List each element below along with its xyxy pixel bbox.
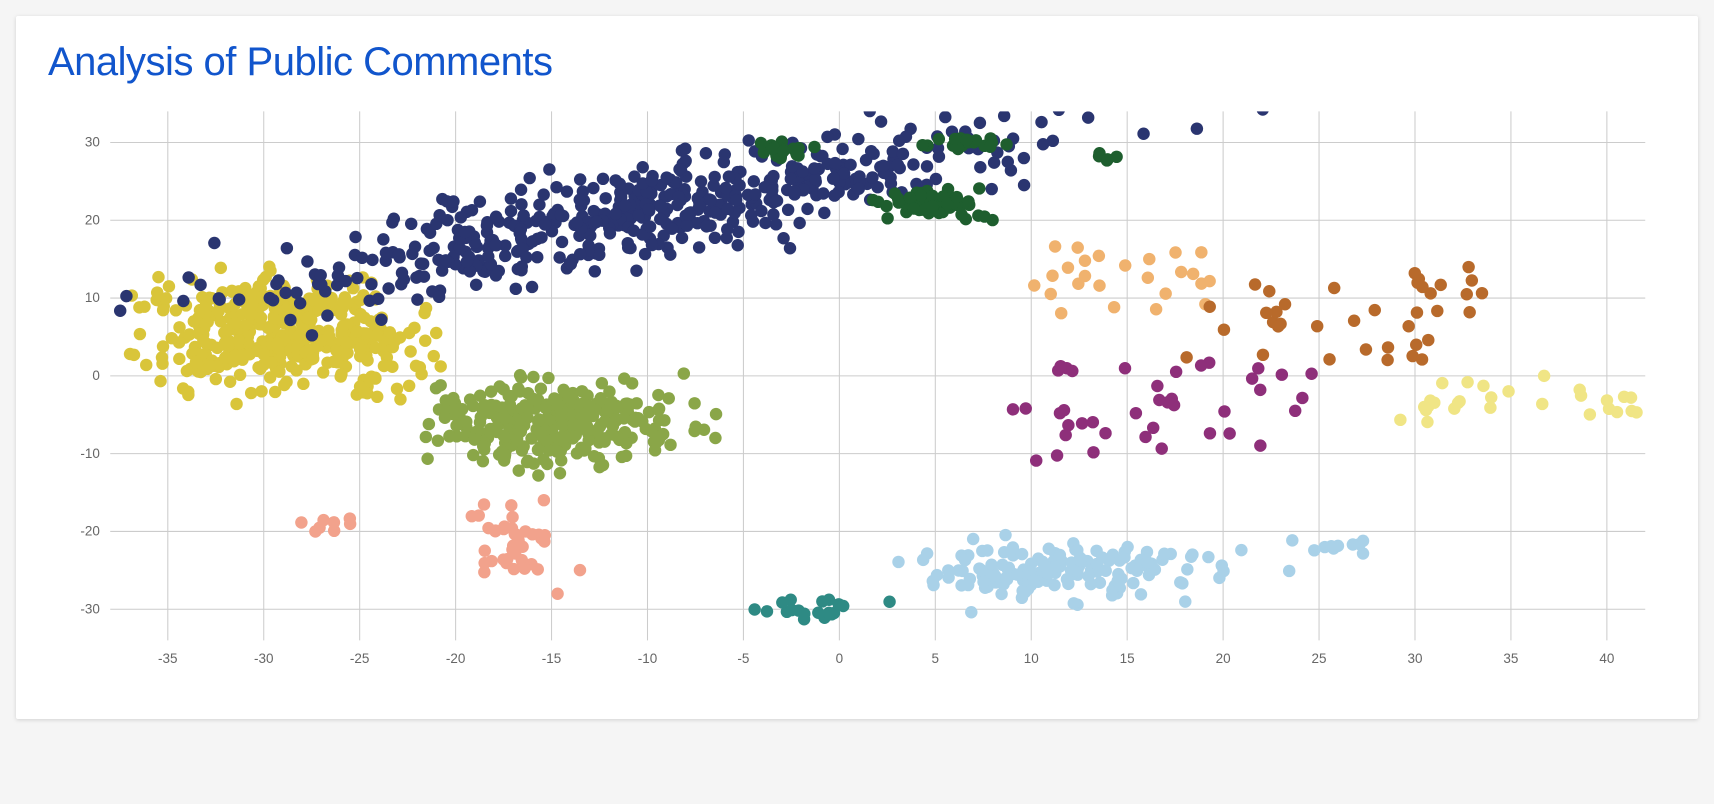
svg-text:-5: -5 — [737, 651, 749, 666]
scatter-chart: -35 -30 -25 -20 -15 -10 -5 0 5 10 15 20 25 30 35 40 -30 -… — [48, 101, 1666, 687]
svg-text:-15: -15 — [542, 651, 561, 666]
svg-text:0: 0 — [836, 651, 844, 666]
svg-text:-10: -10 — [638, 651, 657, 666]
svg-text:10: 10 — [85, 290, 100, 305]
svg-text:-30: -30 — [254, 651, 273, 666]
svg-text:15: 15 — [1120, 651, 1135, 666]
chart-card: Analysis of Public Comments -35 -30 -25 -20… — [16, 16, 1698, 719]
svg-text:-25: -25 — [350, 651, 369, 666]
chart-title: Analysis of Public Comments — [48, 40, 1666, 85]
svg-text:-30: -30 — [80, 601, 99, 616]
svg-text:10: 10 — [1024, 651, 1039, 666]
svg-text:5: 5 — [932, 651, 940, 666]
svg-text:25: 25 — [1312, 651, 1327, 666]
scatter-svg: -35 -30 -25 -20 -15 -10 -5 0 5 10 15 20 25 30 35 40 -30 -… — [48, 101, 1666, 682]
svg-text:20: 20 — [85, 212, 100, 227]
svg-text:-35: -35 — [158, 651, 177, 666]
svg-text:-20: -20 — [80, 524, 99, 539]
svg-text:-10: -10 — [80, 446, 99, 461]
svg-text:30: 30 — [85, 135, 100, 150]
svg-text:40: 40 — [1599, 651, 1614, 666]
svg-text:30: 30 — [1408, 651, 1423, 666]
svg-text:20: 20 — [1216, 651, 1231, 666]
svg-text:35: 35 — [1503, 651, 1518, 666]
svg-text:0: 0 — [92, 368, 100, 383]
svg-text:-20: -20 — [446, 651, 465, 666]
